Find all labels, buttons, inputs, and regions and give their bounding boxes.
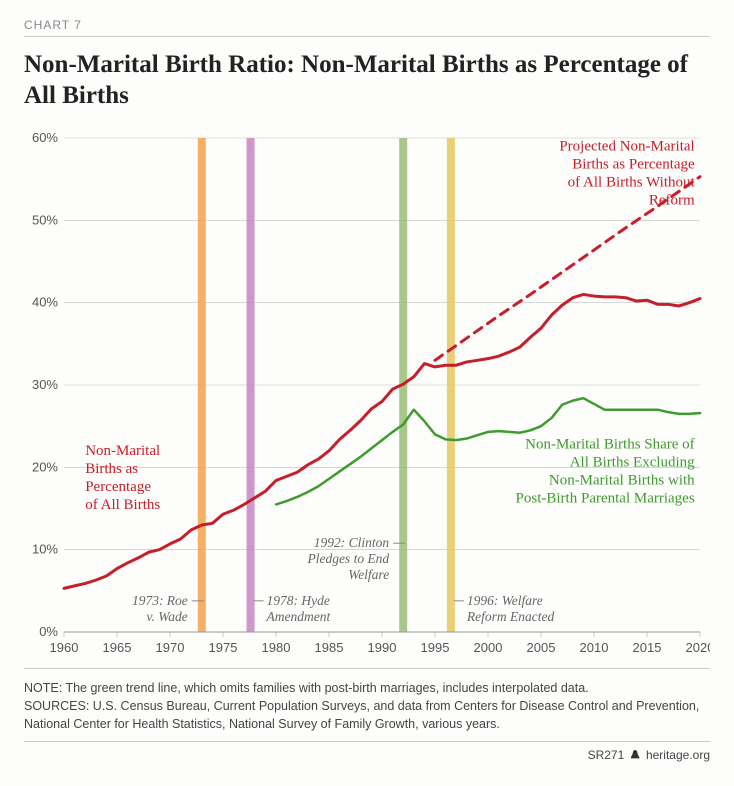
svg-text:0%: 0% <box>39 624 58 639</box>
chart-title: Non-Marital Birth Ratio: Non-Marital Bir… <box>24 49 710 112</box>
svg-text:2000: 2000 <box>474 640 503 655</box>
svg-text:1992: ClintonPledges to EndWel: 1992: ClintonPledges to EndWelfare <box>306 535 389 582</box>
svg-text:Non-MaritalBirths asPercentage: Non-MaritalBirths asPercentageof All Bir… <box>85 442 160 512</box>
chart-page: CHART 7 Non-Marital Birth Ratio: Non-Mar… <box>0 0 734 786</box>
footer: SR271 heritage.org <box>24 741 710 762</box>
svg-text:1978: HydeAmendment: 1978: HydeAmendment <box>266 592 332 623</box>
note-text: The green trend line, which omits famili… <box>62 681 588 695</box>
sources-text: U.S. Census Bureau, Current Population S… <box>24 699 699 731</box>
svg-text:1970: 1970 <box>156 640 185 655</box>
chart-number: CHART 7 <box>24 18 710 37</box>
svg-text:1975: 1975 <box>209 640 238 655</box>
svg-text:30%: 30% <box>32 377 58 392</box>
svg-text:40%: 40% <box>32 294 58 309</box>
svg-text:1965: 1965 <box>103 640 132 655</box>
svg-text:2010: 2010 <box>580 640 609 655</box>
svg-text:Non-Marital Births Share ofAll: Non-Marital Births Share ofAll Births Ex… <box>516 436 696 506</box>
svg-text:2015: 2015 <box>633 640 662 655</box>
svg-text:1995: 1995 <box>421 640 450 655</box>
note-label: NOTE: <box>24 681 62 695</box>
svg-text:50%: 50% <box>32 212 58 227</box>
svg-text:Projected Non-MaritalBirths as: Projected Non-MaritalBirths as Percentag… <box>559 138 695 208</box>
svg-text:1973: Roev. Wade: 1973: Roev. Wade <box>132 592 188 623</box>
bell-icon <box>631 750 640 760</box>
svg-text:1990: 1990 <box>368 640 397 655</box>
svg-text:10%: 10% <box>32 541 58 556</box>
plot-area: 0% 10% 20% 30% 40% 50% 60% 1960 1965 1970 1975 1980… <box>24 132 710 662</box>
svg-text:2020: 2020 <box>686 640 710 655</box>
svg-text:60%: 60% <box>32 132 58 145</box>
svg-text:1980: 1980 <box>262 640 291 655</box>
svg-text:1996: WelfareReform Enacted: 1996: WelfareReform Enacted <box>466 592 555 623</box>
svg-text:20%: 20% <box>32 459 58 474</box>
footer-site: heritage.org <box>646 748 710 762</box>
footer-code: SR271 <box>588 748 625 762</box>
svg-text:2005: 2005 <box>527 640 556 655</box>
svg-text:1960: 1960 <box>50 640 79 655</box>
sources-label: SOURCES: <box>24 699 89 713</box>
svg-text:1985: 1985 <box>315 640 344 655</box>
chart-note: NOTE: The green trend line, which omits … <box>24 668 710 733</box>
